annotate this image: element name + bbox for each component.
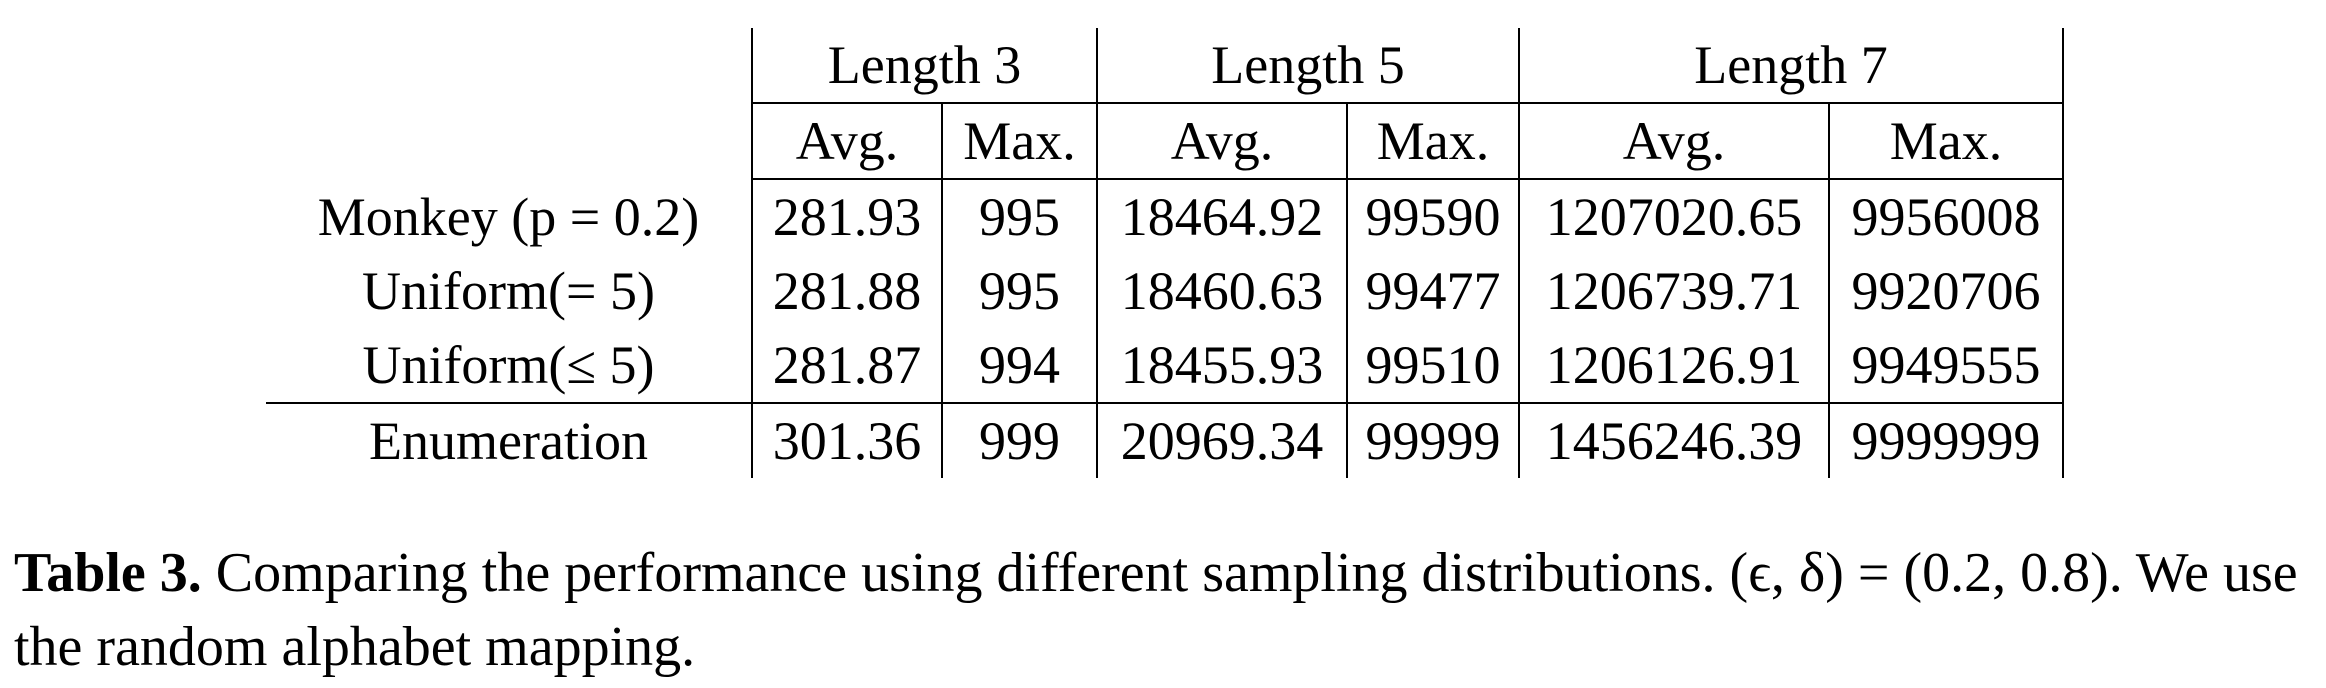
table-cell: 99477	[1346, 254, 1519, 328]
table-cell: 281.88	[751, 254, 942, 328]
table-cell: 1456246.39	[1518, 402, 1829, 478]
row-label: Uniform(= 5)	[362, 261, 655, 321]
table-row-enumeration: Enumeration 301.36 999 20969.34 99999 14…	[266, 402, 2064, 478]
table-row: Monkey (p = 0.2) 281.93 995 18464.92 995…	[266, 179, 2064, 254]
table-cell: 995	[941, 254, 1097, 328]
group-header-length-5: Length 5	[1096, 28, 1519, 103]
table-cell: 9949555	[1828, 328, 2064, 403]
results-table: Length 3 Length 5 Length 7 Avg. Max. Avg…	[266, 28, 2064, 478]
table-cell: 1206739.71	[1518, 254, 1829, 328]
table-cell: 9920706	[1828, 254, 2064, 328]
table-row: Uniform(= 5) 281.88 995 18460.63 99477 1…	[266, 254, 2064, 328]
sub-header-avg: Avg.	[751, 102, 942, 180]
caption-label: Table 3.	[14, 542, 202, 604]
sub-header-max: Max.	[941, 102, 1097, 180]
sub-header-avg: Avg.	[1096, 102, 1347, 180]
table-cell: 9999999	[1828, 402, 2064, 478]
row-label: Monkey (p = 0.2)	[317, 186, 700, 247]
table-cell: 20969.34	[1096, 402, 1347, 478]
table-cell: 995	[941, 179, 1097, 254]
table-cell: 301.36	[751, 402, 942, 478]
row-label: Uniform(≤ 5)	[362, 335, 655, 395]
sub-header-max: Max.	[1828, 102, 2064, 180]
table-cell: 1206126.91	[1518, 328, 1829, 403]
sub-header-row: Avg. Max. Avg. Max. Avg. Max.	[266, 102, 2064, 180]
table-cell: 18464.92	[1096, 179, 1347, 254]
sub-header-avg: Avg.	[1518, 102, 1829, 180]
corner-cell	[266, 103, 752, 179]
table-cell: 994	[941, 328, 1097, 403]
table-row: Uniform(≤ 5) 281.87 994 18455.93 99510 1…	[266, 328, 2064, 403]
table-cell: 281.87	[751, 328, 942, 403]
table-cell: 99510	[1346, 328, 1519, 403]
sub-header-max: Max.	[1346, 102, 1519, 180]
table-cell: 281.93	[751, 179, 942, 254]
table-cell: 1207020.65	[1518, 179, 1829, 254]
table-cell: 18455.93	[1096, 328, 1347, 403]
group-header-row: Length 3 Length 5 Length 7	[266, 28, 2064, 103]
corner-cell	[266, 28, 752, 103]
row-label: Enumeration	[266, 402, 752, 478]
table-cell: 99999	[1346, 402, 1519, 478]
table-cell: 999	[941, 402, 1097, 478]
table-caption: Table 3. Comparing the performance using…	[14, 536, 2314, 684]
caption-text: Comparing the performance using differen…	[14, 542, 2298, 678]
table-cell: 9956008	[1828, 179, 2064, 254]
table-cell: 18460.63	[1096, 254, 1347, 328]
table-cell: 99590	[1346, 179, 1519, 254]
group-header-length-3: Length 3	[751, 28, 1097, 103]
group-header-length-7: Length 7	[1518, 28, 2064, 103]
